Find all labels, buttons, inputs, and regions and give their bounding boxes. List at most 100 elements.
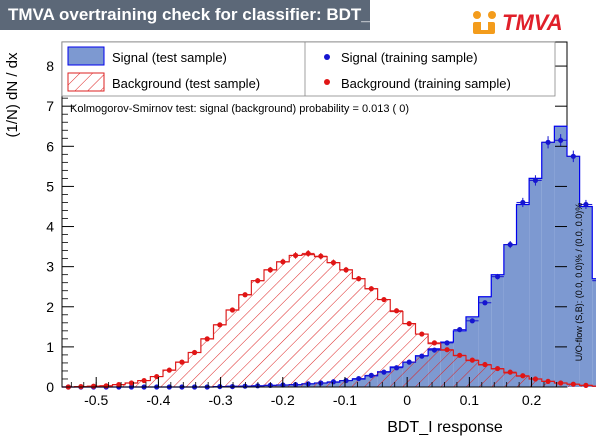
x-tick-label: -0.1 <box>333 392 357 408</box>
background-test-bar <box>402 323 416 387</box>
background-test-bar <box>226 309 239 387</box>
signal-test-bar <box>592 278 596 387</box>
legend-signal-training-label: Signal (training sample) <box>341 50 478 65</box>
background-training-point <box>179 359 185 365</box>
background-training-point <box>267 267 273 273</box>
legend: Signal (test sample) Background (test sa… <box>61 41 556 97</box>
signal-training-point <box>482 300 488 306</box>
x-axis-label: BDT_I response <box>387 419 503 436</box>
y-tick-label: 5 <box>46 178 54 194</box>
signal-training-point <box>368 372 374 378</box>
background-training-point <box>431 340 438 346</box>
signal-test-bar <box>503 244 517 387</box>
y-tick-label: 2 <box>46 299 54 315</box>
signal-training-point <box>406 359 412 365</box>
y-tick-label: 8 <box>46 58 54 74</box>
background-training-point <box>393 308 400 314</box>
legend-signal-training-marker <box>324 54 330 60</box>
background-test-bar <box>289 255 302 387</box>
background-training-point <box>318 253 324 259</box>
background-test-bar <box>415 334 429 387</box>
tmva-logo-icon <box>473 11 496 34</box>
background-test-bar <box>264 269 277 387</box>
signal-training-point <box>330 379 337 385</box>
legend-box <box>61 41 556 97</box>
background-test-bar <box>327 262 340 387</box>
signal-test-bar <box>491 274 504 387</box>
background-training-point <box>217 322 223 328</box>
background-training-point <box>116 381 122 388</box>
tmva-logo: TMVA <box>470 8 580 40</box>
background-training-point <box>494 365 501 372</box>
y-tick-label: 1 <box>46 339 54 355</box>
background-training-point <box>532 376 539 382</box>
background-training-point <box>482 361 488 368</box>
background-training-point <box>191 349 198 356</box>
background-training-point <box>583 382 589 388</box>
axes: -0.5 -0.4 -0.3 -0.2 -0.1 0 0.1 0.2 0 1 2 3 4 5 6 7 8 <box>46 42 567 408</box>
background-test-bar <box>390 311 403 387</box>
signal-training-point <box>469 318 475 324</box>
legend-signal-test-label: Signal (test sample) <box>112 50 227 65</box>
background-test-bar <box>516 376 530 387</box>
background-test-bar <box>365 288 378 387</box>
signal-training-point <box>419 353 425 359</box>
background-training-point <box>368 286 374 292</box>
signal-training-point <box>558 137 564 143</box>
x-tick-label: -0.2 <box>271 392 295 408</box>
background-test-bar <box>428 343 441 387</box>
legend-background-test-label: Background (test sample) <box>112 76 260 91</box>
signal-test-bar <box>579 206 593 387</box>
legend-background-training-marker <box>324 79 330 85</box>
signal-training-point <box>356 375 362 382</box>
background-training-point <box>103 383 109 389</box>
signal-training-point <box>494 274 501 280</box>
background-training-point <box>292 252 299 259</box>
background-training-point <box>520 373 526 379</box>
signal-training-point <box>583 201 589 208</box>
signal-test-bar <box>567 156 580 387</box>
background-test-bar <box>352 278 365 387</box>
background-test-bar <box>150 376 163 387</box>
plot-title: TMVA overtraining check for classifier: … <box>8 5 376 24</box>
background-training-point <box>356 276 362 282</box>
background-test-bar <box>466 360 479 387</box>
legend-background-training-label: Background (training sample) <box>341 76 511 91</box>
background-training-point <box>255 278 261 284</box>
background-training-point <box>330 260 337 266</box>
title-box: TMVA overtraining check for classifier: … <box>0 0 375 30</box>
y-tick-label: 3 <box>46 259 54 275</box>
signal-training-point <box>457 327 463 333</box>
background-training-point <box>570 381 576 387</box>
signal-training-point <box>305 381 311 387</box>
y-axis-label: (1/N) dN / dx <box>4 52 21 138</box>
background-training-point <box>507 369 513 375</box>
background-training-point <box>406 321 412 327</box>
background-training-point <box>457 352 463 358</box>
background-training-point <box>204 336 210 342</box>
background-training-point <box>545 378 551 384</box>
signal-test-bar <box>541 142 555 387</box>
signal-training-point <box>381 369 387 375</box>
legend-signal-test-swatch <box>67 46 105 66</box>
background-test-bar <box>251 280 264 387</box>
x-tick-label: 0.2 <box>522 392 542 408</box>
signal-training-point <box>318 380 324 386</box>
background-training-point <box>280 259 286 265</box>
background-training-point <box>90 383 97 389</box>
background-training-point <box>444 347 450 353</box>
signal-training-point <box>343 377 349 384</box>
background-test-bar <box>453 355 466 387</box>
background-training-point <box>128 380 135 386</box>
background-training-point <box>141 377 147 384</box>
background-test-bar <box>200 338 214 387</box>
background-training-point <box>558 380 564 386</box>
signal-training-point <box>242 383 248 389</box>
background-training-point <box>381 296 387 303</box>
signal-training-point <box>507 241 513 248</box>
background-test-bar <box>301 254 315 387</box>
background-test-bar <box>276 261 290 387</box>
signal-test-bar <box>554 126 567 387</box>
background-training-point <box>343 267 349 273</box>
background-training-point <box>305 250 311 257</box>
